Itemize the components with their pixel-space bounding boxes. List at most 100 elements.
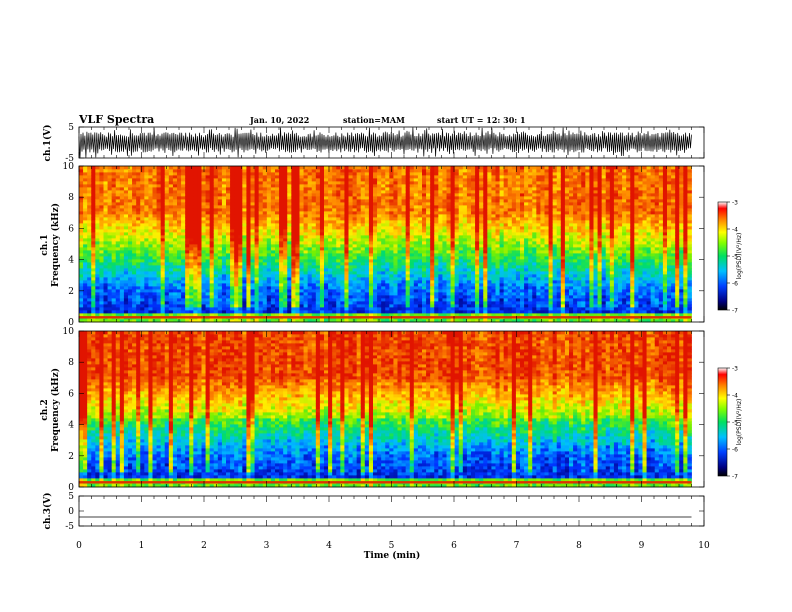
spectrogram-cell [91,205,96,209]
spectrogram-cell [95,310,100,314]
spectrogram-cell [377,310,382,314]
spectrogram-cell [246,214,251,218]
spectrogram-cell [172,193,178,197]
spectrogram-cell [250,190,255,194]
spectrogram-cell [454,313,460,317]
spectrogram-cell [340,169,345,173]
spectrogram-cell [83,199,88,203]
spectrogram-cell [213,304,219,308]
spectrogram-cell [95,199,100,203]
spectrogram-cell [368,247,374,251]
spectrogram-cell [205,310,211,314]
spectrogram-cell [115,271,121,275]
spectrogram-cell [409,205,415,209]
spectrogram-cell [373,256,378,260]
spectrogram-cell [246,178,251,182]
spectrogram-cell [422,229,427,233]
spectrogram-cell [275,235,280,239]
spectrogram-cell [405,208,411,212]
spectrogram-cell [262,280,268,284]
ch1-waveform-trace [78,127,692,158]
spectrogram-cell [234,298,239,302]
spectrogram-cell [230,226,235,230]
spectrogram-cell [287,229,292,233]
spectrogram-cell [242,208,247,212]
spectrogram-cell [364,190,370,194]
spectrogram-cell [111,268,117,272]
date-label: Jan. 10, 2022 [249,115,309,125]
spectrogram-cell [148,259,153,263]
spectrogram-cell [446,232,451,236]
spectrogram-cell [205,208,211,212]
spectrogram-cell [401,196,407,200]
spectrogram-cell [430,184,435,188]
spectrogram-cell [230,256,235,260]
spectrogram-cell [299,319,304,323]
spectrogram-cell [458,226,464,230]
spectrogram-cell [426,280,431,284]
spectrogram-cell [226,193,231,197]
spectrogram-cell [299,166,304,170]
spectrogram-cell [107,307,113,311]
spectrogram-cell [209,268,215,272]
spectrogram-cell [172,205,178,209]
spectrogram-cell [307,202,313,206]
spectrogram-cell [344,277,349,281]
spectrogram-cell [197,259,202,263]
spectrogram-cell [128,313,133,317]
spectrogram-cell [128,217,133,221]
spectrogram-cell [332,280,337,284]
spectrogram-cell [381,181,386,185]
spectrogram-cell [91,304,96,308]
spectrogram-cell [83,238,88,242]
spectrogram-cell [262,232,268,236]
spectrogram-cell [254,190,260,194]
spectrogram-cell [364,184,370,188]
spectrogram-cell [168,247,174,251]
spectrogram-cell [83,175,88,179]
spectrogram-cell [287,250,292,254]
spectrogram-cell [417,247,423,251]
spectrogram-cell [95,235,100,239]
spectrogram-cell [336,241,341,245]
spectrogram-cell [389,277,394,281]
spectrogram-cell [148,253,153,257]
spectrogram-cell [230,292,235,296]
spectrogram-cell [458,232,464,236]
spectrogram-cell [209,223,215,227]
spectrogram-cell [266,259,272,263]
spectrogram-cell [83,280,88,284]
spectrogram-cell [136,202,141,206]
spectrogram-cell [360,274,366,278]
spectrogram-cell [181,172,186,176]
spectrogram-cell [324,238,329,242]
spectrogram-cell [438,166,443,170]
spectrogram-cell [197,256,202,260]
spectrogram-cell [442,202,447,206]
spectrogram-cell [230,286,235,290]
spectrogram-cell [123,235,129,239]
spectrogram-cell [177,307,182,311]
spectrogram-cell [250,247,255,251]
spectrogram-cell [144,223,149,227]
spectrogram-cell [458,277,464,281]
spectrogram-cell [438,223,443,227]
spectrogram-cell [299,196,304,200]
spectrogram-cell [266,169,272,173]
spectrogram-cell [442,289,447,293]
spectrogram-cell [221,295,227,299]
spectrogram-cell [115,292,121,296]
spectrogram-cell [230,280,235,284]
spectrogram-cell [275,211,280,215]
spectrogram-cell [373,295,378,299]
spectrogram-cell [360,241,366,245]
spectrogram-cell [242,202,247,206]
spectrogram-cell [242,217,247,221]
spectrogram-cell [87,190,92,194]
spectrogram-cell [83,193,88,197]
spectrogram-cell [377,169,382,173]
spectrogram-cell [140,259,145,263]
spectrogram-cell [144,268,149,272]
spectrogram-cell [324,166,329,170]
spectrogram-cell [356,208,362,212]
